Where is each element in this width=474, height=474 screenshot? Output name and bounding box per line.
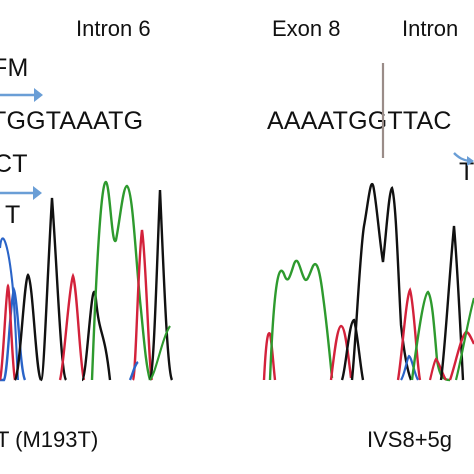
left-black-trace-1 <box>13 273 43 381</box>
right-arrow-head <box>467 156 474 166</box>
right-red-trace-1 <box>262 331 277 381</box>
right-green-trace-1 <box>268 259 334 381</box>
right-red-trace-2 <box>329 324 353 381</box>
left-mutant-sequence-fragment: CT <box>0 150 28 178</box>
right-black-trace-2 <box>350 182 413 381</box>
left-black-trace-4 <box>148 189 174 381</box>
right-arrow-curve <box>453 152 470 163</box>
right-chromatogram <box>262 182 474 382</box>
left-red-trace-3 <box>131 229 154 381</box>
left-red-trace-2 <box>58 272 86 381</box>
left-top-arrow-head <box>34 88 43 102</box>
left-green-tail <box>149 325 171 381</box>
right-caption: IVS8+5g <box>367 427 453 452</box>
left-red-trace-1 <box>0 283 17 381</box>
left-arrow-group <box>0 88 43 200</box>
right-intron-label: Intron <box>402 16 459 41</box>
left-black-trace-2 <box>39 197 68 382</box>
left-chromatogram <box>0 180 174 382</box>
left-intron-label: Intron 6 <box>76 16 151 41</box>
right-exon-label: Exon 8 <box>272 16 341 41</box>
right-sequence: AAAATGGTTAC <box>267 107 452 135</box>
right-black-trace-3 <box>439 225 465 381</box>
left-bottom-arrow-head <box>33 186 42 200</box>
left-annotation-mid: T <box>5 201 21 229</box>
right-annotation-mid: T <box>459 158 474 186</box>
right-blue-trace <box>400 354 419 381</box>
left-green-trace <box>90 180 152 381</box>
left-sequence: TGGTAAATG <box>0 107 144 135</box>
left-annotation-top: FM <box>0 54 29 82</box>
right-black-trace-1 <box>340 318 365 381</box>
right-green-trace-3 <box>454 297 474 381</box>
left-caption: T (M193T) <box>0 427 99 452</box>
left-blue-small-peak <box>128 361 139 381</box>
left-blue-trace-secondary <box>0 237 20 381</box>
right-red-trace-3 <box>396 287 422 381</box>
